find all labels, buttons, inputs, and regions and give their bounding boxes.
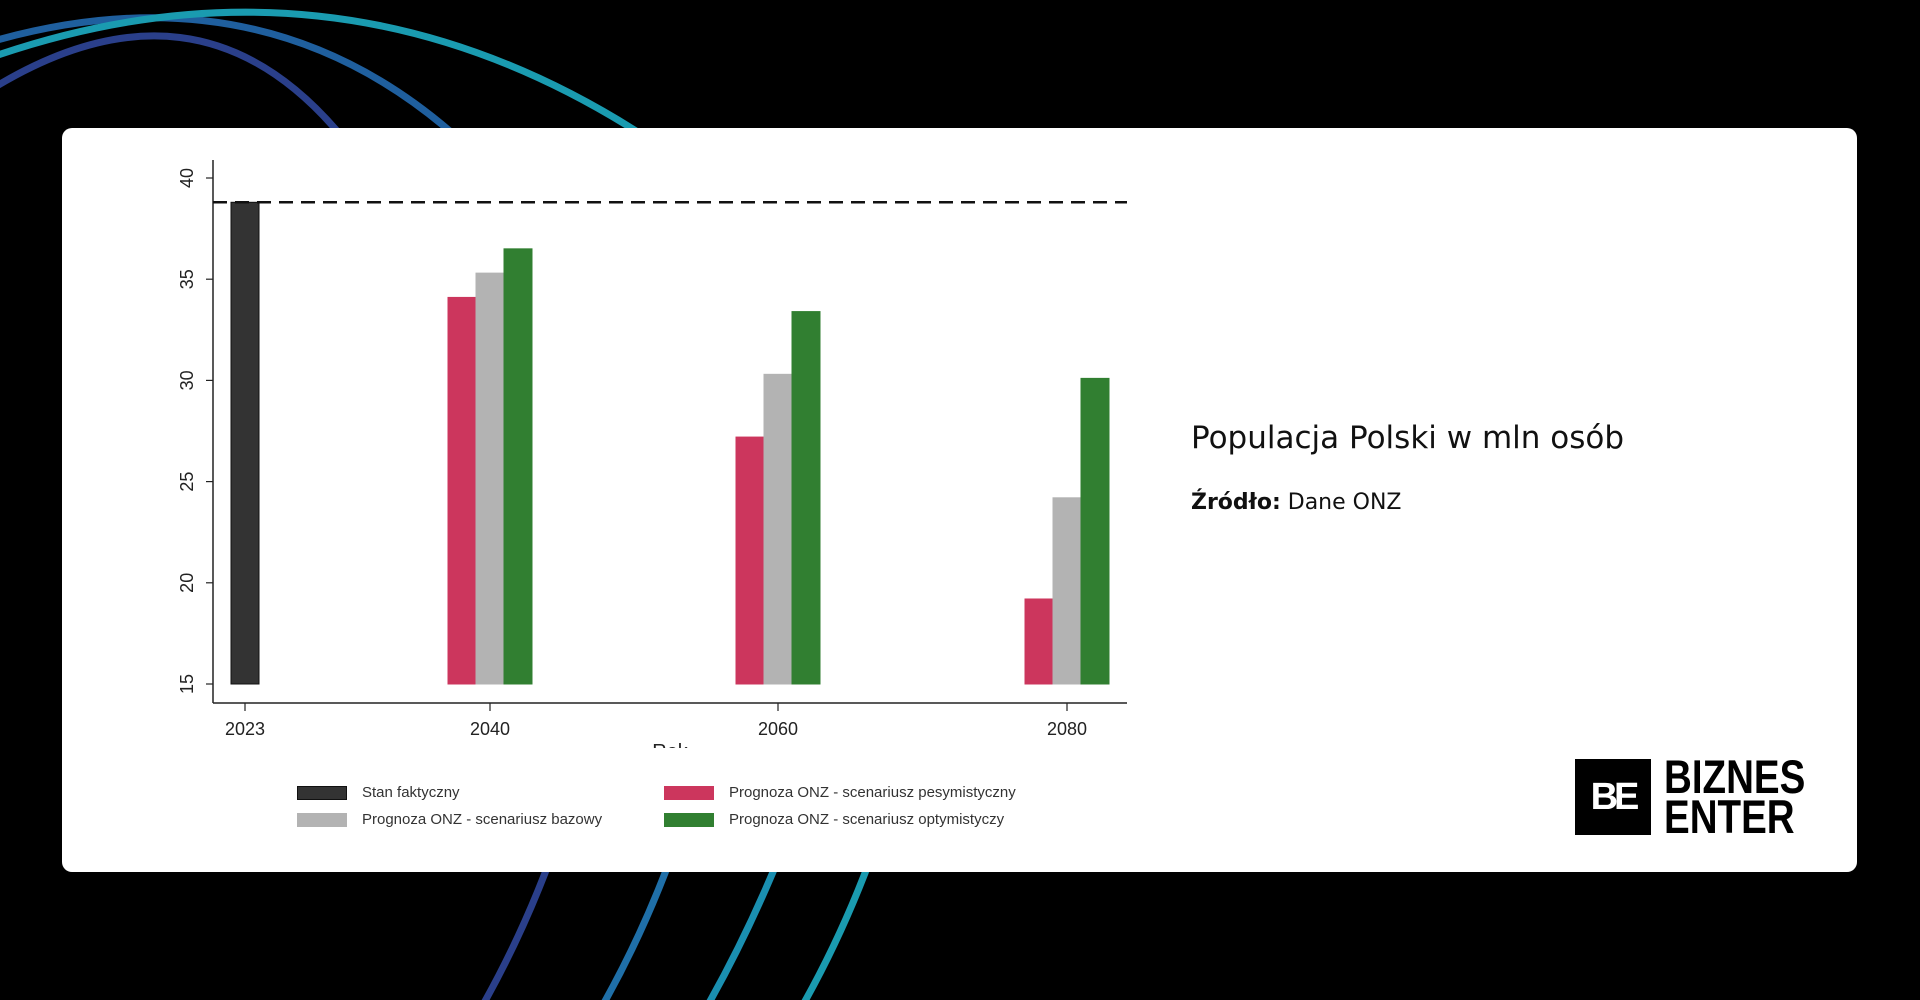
- bar-2023-series-0: [230, 201, 260, 685]
- logo-text: BIZNES ENTER: [1664, 750, 1806, 843]
- arc: [0, 32, 363, 163]
- logo-line2: ENTER: [1664, 790, 1795, 843]
- y-tick-label: 35: [177, 269, 197, 289]
- arc: [601, 858, 674, 1000]
- chart-legend: Stan faktyczny Prognoza ONZ - scenariusz…: [297, 784, 1097, 844]
- bar-2080-series-3: [1080, 377, 1110, 685]
- bar-2040-series-2: [475, 272, 505, 685]
- bar-2040-series-3: [503, 248, 533, 685]
- arc: [0, 8, 652, 143]
- bar-2060-series-3: [791, 311, 821, 685]
- legend-item-base: Prognoza ONZ - scenariusz bazowy: [297, 811, 602, 828]
- y-tick-label: 15: [177, 674, 197, 694]
- legend-swatch: [664, 812, 714, 827]
- y-tick-label: 40: [177, 168, 197, 188]
- y-tick-label: 30: [177, 370, 197, 390]
- legend-swatch: [297, 812, 347, 827]
- legend-item-actual: Stan faktyczny: [297, 784, 460, 801]
- legend-swatch: [664, 785, 714, 800]
- x-tick-label: 2023: [225, 719, 265, 739]
- chart-title: Populacja Polski w mln osób: [1191, 420, 1625, 456]
- x-tick-label: 2060: [758, 719, 798, 739]
- legend-item-optimistic: Prognoza ONZ - scenariusz optymistyczy: [664, 811, 1004, 828]
- chart-card: 15 20 25 30 35 40 2023 2040 2060 2080 Rok Stan fak…: [62, 128, 1857, 872]
- source-label: Źródło:: [1191, 490, 1281, 515]
- x-axis-title: Rok: [652, 741, 689, 748]
- source-note: Źródło: Dane ONZ: [1191, 490, 1402, 515]
- arc: [801, 858, 874, 1000]
- legend-label: Prognoza ONZ - scenariusz pesymistyczny: [729, 784, 1016, 801]
- legend-label: Stan faktyczny: [362, 784, 460, 801]
- arc: [0, 14, 463, 143]
- legend-label: Prognoza ONZ - scenariusz bazowy: [362, 811, 603, 828]
- arc: [706, 858, 782, 1000]
- legend-swatch: [297, 785, 347, 800]
- arc: [481, 858, 554, 1000]
- legend-label: Prognoza ONZ - scenariusz optymistyczy: [729, 811, 1005, 828]
- legend-item-pessimistic: Prognoza ONZ - scenariusz pesymistyczny: [664, 784, 1016, 801]
- y-tick-label: 25: [177, 472, 197, 492]
- source-value: Dane ONZ: [1287, 490, 1402, 515]
- x-tick-label: 2040: [470, 719, 510, 739]
- bar-2060-series-2: [763, 373, 793, 685]
- bizneс-enter-logo: BE BIZNES ENTER: [1575, 750, 1836, 843]
- bar-2080-series-2: [1052, 497, 1082, 685]
- logo-line1: BIZNES: [1664, 750, 1806, 803]
- x-tick-label: 2080: [1047, 719, 1087, 739]
- bar-2060-series-1: [735, 436, 765, 685]
- bar-2080-series-1: [1024, 598, 1054, 685]
- bar-chart: 15 20 25 30 35 40 2023 2040 2060 2080 Rok: [177, 160, 1127, 748]
- y-tick-label: 20: [177, 573, 197, 593]
- logo-mark: BE: [1575, 759, 1651, 835]
- bar-2040-series-1: [447, 296, 477, 685]
